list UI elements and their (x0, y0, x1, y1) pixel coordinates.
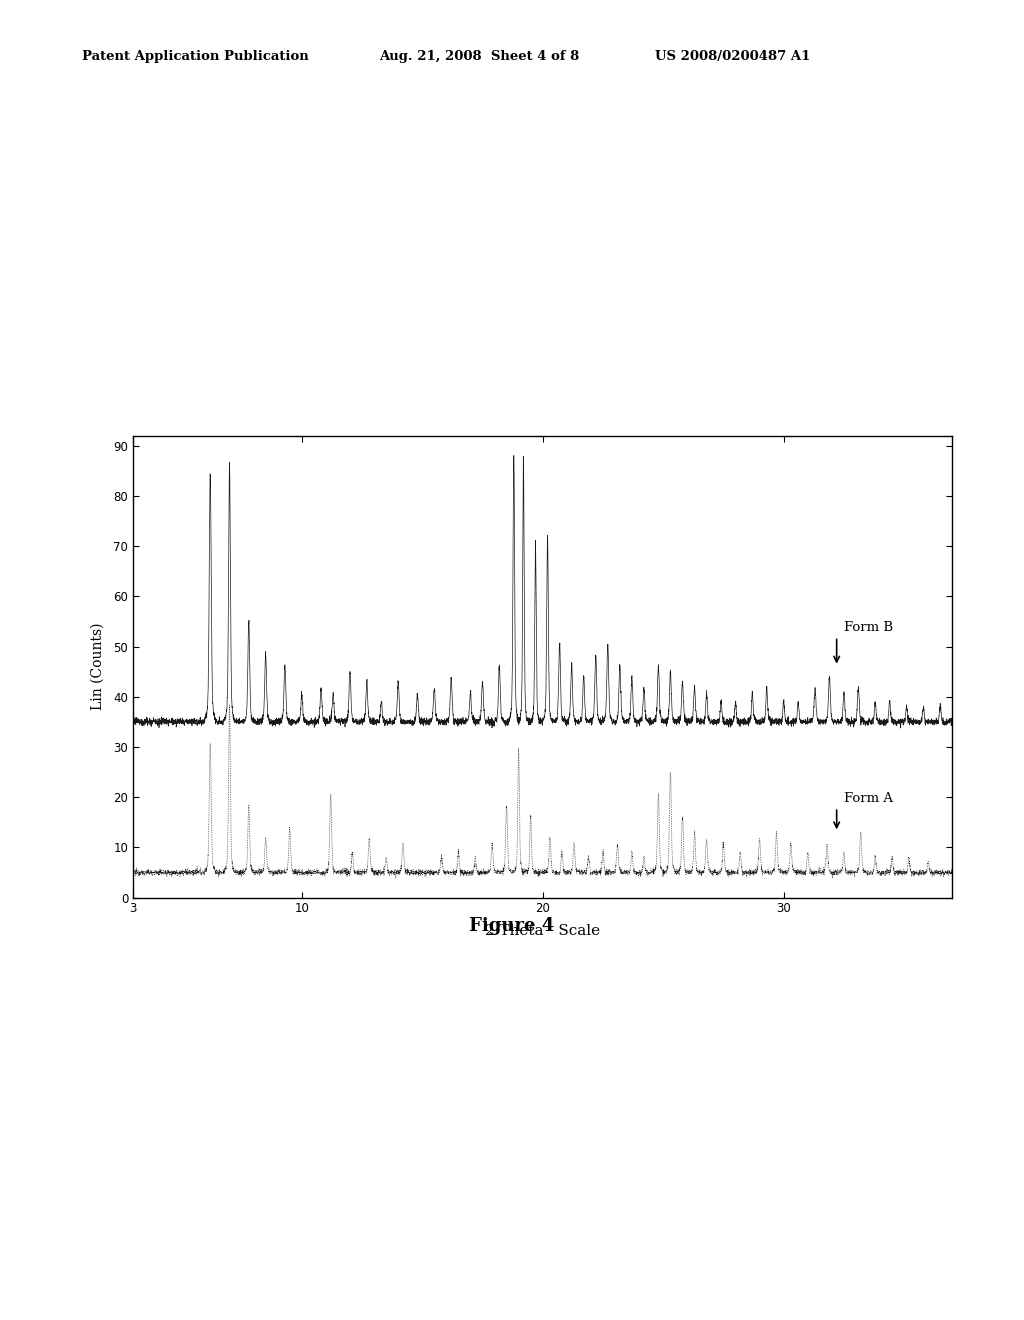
Text: Form B: Form B (844, 620, 893, 634)
Text: US 2008/0200487 A1: US 2008/0200487 A1 (655, 50, 811, 63)
Text: Form A: Form A (844, 792, 893, 805)
Y-axis label: Lin (Counts): Lin (Counts) (91, 623, 105, 710)
Text: Patent Application Publication: Patent Application Publication (82, 50, 308, 63)
Text: Aug. 21, 2008  Sheet 4 of 8: Aug. 21, 2008 Sheet 4 of 8 (379, 50, 580, 63)
X-axis label: 2-Theta - Scale: 2-Theta - Scale (485, 924, 600, 937)
Text: Figure 4: Figure 4 (469, 916, 555, 935)
